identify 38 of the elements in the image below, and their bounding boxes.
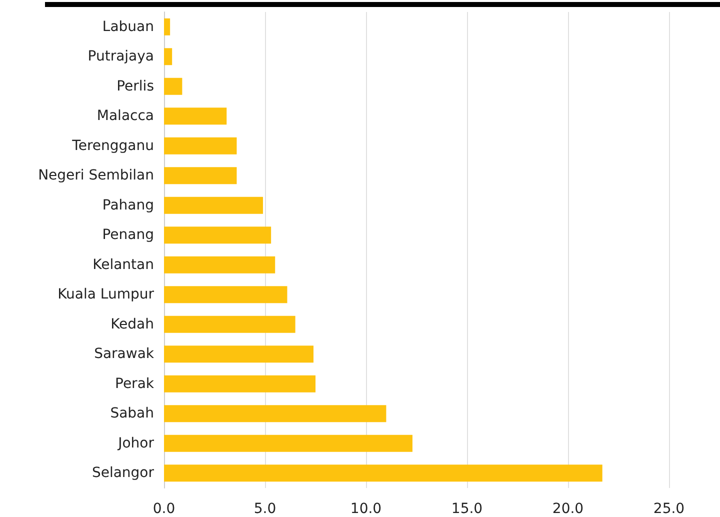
- bar: [164, 405, 386, 422]
- y-tick-label: Kuala Lumpur: [58, 286, 154, 303]
- x-tick-label: 15.0: [451, 501, 483, 517]
- bar: [164, 316, 296, 333]
- y-tick-label: Pahang: [102, 197, 154, 214]
- y-tick-label: Johor: [117, 435, 154, 452]
- bar: [164, 286, 288, 304]
- y-tick-label: Kedah: [110, 316, 154, 332]
- bar: [164, 167, 237, 184]
- x-tick-label: 10.0: [350, 501, 382, 517]
- y-tick-label: Perak: [115, 376, 155, 392]
- x-tick-label: 25.0: [653, 501, 685, 517]
- y-tick-label: Penang: [102, 227, 154, 244]
- bar: [164, 375, 316, 392]
- y-tick-label: Sabah: [110, 406, 154, 422]
- bar: [164, 78, 182, 95]
- y-tick-label: Terengganu: [71, 138, 154, 154]
- bar: [164, 346, 314, 363]
- bar: [164, 48, 172, 66]
- y-tick-label: Labuan: [102, 18, 154, 35]
- y-tick-label: Malacca: [96, 108, 154, 124]
- bar: [164, 434, 412, 452]
- bar: [164, 18, 170, 36]
- y-tick-label: Perlis: [116, 78, 154, 94]
- bar: [164, 226, 272, 244]
- y-tick-label: Putrajaya: [88, 48, 154, 65]
- y-tick-label: Negeri Sembilan: [38, 168, 154, 184]
- x-tick-label: 0.0: [152, 501, 176, 517]
- x-tick-label: 5.0: [254, 501, 276, 517]
- bar: [164, 108, 227, 125]
- y-tick-label: Kelantan: [92, 256, 154, 273]
- bar: [164, 464, 602, 482]
- bar: [164, 137, 237, 154]
- y-tick-label: Selangor: [92, 465, 154, 482]
- bar: [164, 196, 263, 214]
- bar: [164, 256, 276, 274]
- y-tick-label: Sarawak: [94, 346, 155, 362]
- x-tick-label: 20.0: [552, 501, 584, 517]
